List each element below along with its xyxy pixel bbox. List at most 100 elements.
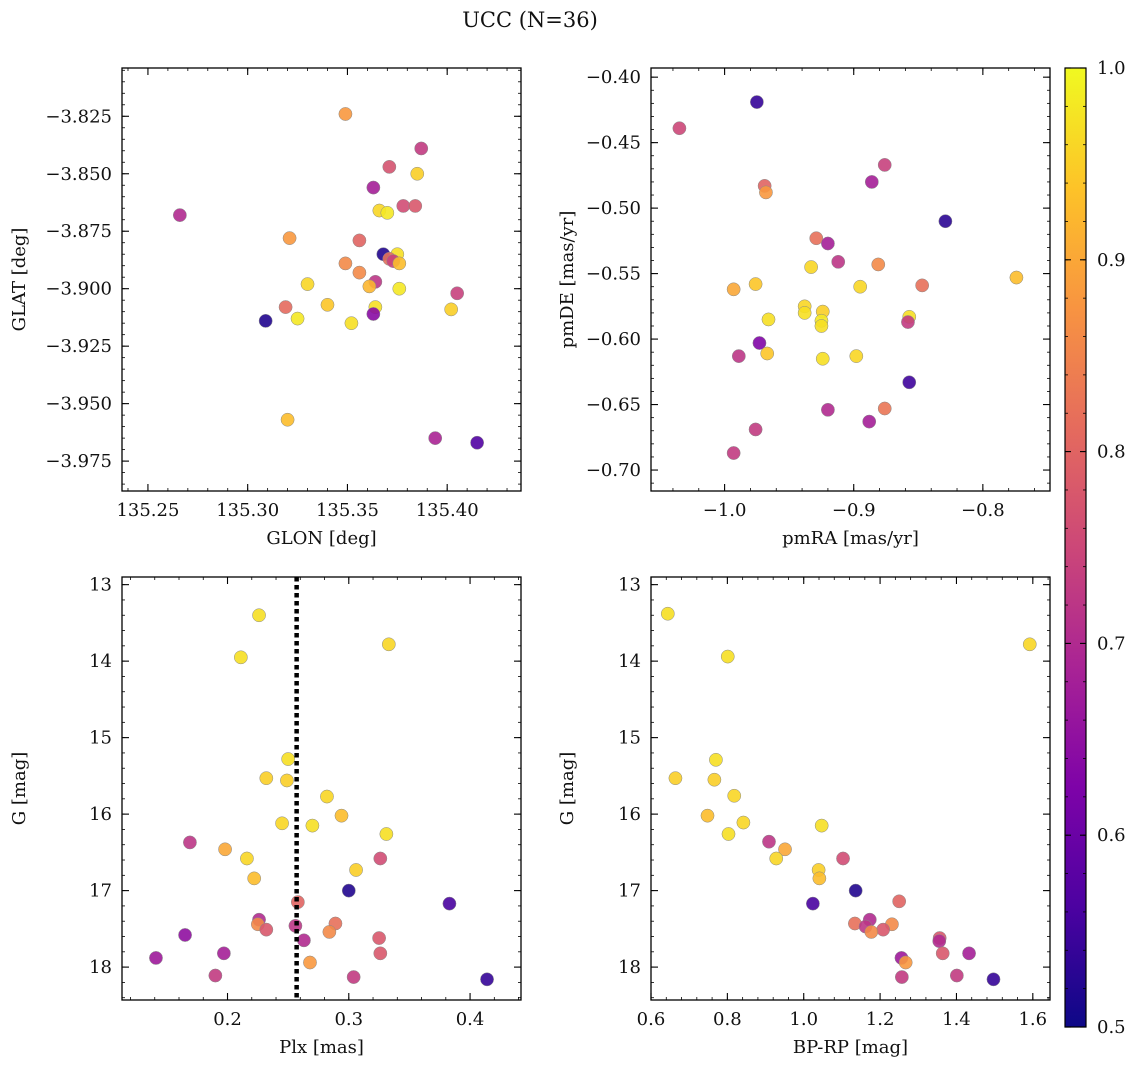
scatter-point: [178, 928, 192, 942]
scatter-point: [234, 650, 248, 665]
scatter-point: [814, 818, 829, 833]
y-tick-label: −0.55: [586, 264, 641, 285]
y-axis-label: GLAT [deg]: [9, 228, 30, 332]
scatter-point: [864, 925, 879, 939]
axes-frame: [121, 67, 522, 492]
scatter-point: [382, 160, 397, 174]
scatter-point: [778, 842, 792, 857]
x-axis-label: GLON [deg]: [266, 528, 376, 549]
scatter-point: [949, 968, 964, 983]
scatter-point: [450, 286, 465, 301]
colorbar-tick-label: 0.7: [1097, 633, 1126, 654]
scatter-point: [814, 319, 829, 333]
scatter-point: [1022, 637, 1037, 652]
y-tick-label: −0.45: [586, 133, 641, 154]
scatter-point: [672, 121, 687, 136]
scatter-point: [871, 257, 886, 272]
scatter-point: [748, 277, 763, 291]
scatter-point: [809, 231, 824, 246]
y-tick-label: 17: [618, 881, 641, 902]
scatter-point: [366, 180, 381, 195]
scatter-point: [300, 277, 315, 291]
scatter-point: [812, 871, 827, 886]
y-tick-label: −3.950: [45, 394, 112, 415]
scatter-point: [797, 306, 812, 320]
scatter-point: [303, 955, 317, 970]
y-tick-label: −3.875: [45, 221, 112, 242]
scatter-point: [344, 316, 359, 331]
scatter-point: [442, 896, 457, 911]
subplots: 135.25 135.30 135.35 135.40 −3.825 −3.850 −3.8…: [9, 67, 1051, 1058]
y-tick-label: 16: [89, 804, 112, 825]
scatter-point: [258, 314, 273, 328]
scatter-point: [877, 401, 892, 416]
scatter-point: [709, 752, 723, 767]
scatter-point: [322, 925, 337, 939]
scatter-point: [428, 431, 443, 445]
y-tick-label: −0.65: [586, 395, 641, 416]
y-tick-label: 15: [618, 728, 641, 749]
x-tick-label: −0.9: [832, 500, 876, 521]
scatter-point: [334, 808, 349, 823]
scatter-point: [240, 851, 254, 866]
x-axis-label: pmRA [mas/yr]: [782, 528, 919, 549]
scatter-point: [727, 788, 742, 803]
scatter-point: [349, 863, 363, 877]
scatter-point: [410, 166, 425, 181]
y-tick-label: −3.900: [45, 279, 112, 300]
scatter-point: [720, 649, 735, 664]
scatter-point: [752, 336, 767, 350]
scatter-point: [408, 199, 423, 213]
y-tick-label: −0.50: [586, 198, 641, 219]
scatter-point: [320, 789, 334, 804]
y-tick-label: 13: [618, 575, 641, 596]
scatter-point: [707, 772, 722, 787]
x-tick-label: 0.6: [637, 1009, 666, 1030]
scatter-point: [470, 435, 484, 450]
scatter-point: [726, 282, 741, 297]
scatter-point: [721, 827, 736, 841]
scatter-point: [396, 199, 411, 213]
scatter-point: [821, 236, 835, 251]
colorbar-frame: [1064, 67, 1087, 1028]
scatter-point: [281, 752, 295, 766]
scatter-point: [208, 968, 223, 983]
scatter-point: [338, 256, 353, 271]
colorbar-tick-label: 0.8: [1097, 442, 1126, 463]
scatter-point: [748, 422, 763, 437]
y-tick-label: 13: [89, 575, 112, 596]
scatter-point: [480, 972, 494, 987]
x-tick-label: 0.3: [334, 1009, 363, 1030]
scatter-point: [338, 107, 353, 121]
scatter-point: [821, 402, 835, 417]
scatter-point: [1009, 270, 1024, 285]
scatter-point: [183, 835, 197, 850]
scatter-point: [877, 158, 892, 172]
scatter-point: [836, 851, 850, 866]
axes-frame: [650, 576, 1051, 1001]
scatter-point: [392, 256, 407, 271]
scatter-point: [297, 933, 311, 948]
y-tick-label: 14: [89, 651, 112, 672]
scatter-point: [853, 279, 868, 294]
y-tick-label: −3.975: [45, 451, 112, 472]
scatter-point: [700, 808, 715, 823]
scatter-point: [341, 883, 356, 898]
x-axis-label: BP-RP [mag]: [793, 1037, 908, 1058]
y-tick-label: −0.60: [586, 329, 641, 350]
scatter-point: [932, 934, 947, 948]
y-tick-label: −0.70: [586, 460, 641, 481]
scatter-point: [876, 922, 890, 937]
scatter-point: [320, 297, 335, 312]
y-tick-label: 18: [618, 957, 641, 978]
scatter-point: [346, 970, 361, 984]
scatter-point: [275, 816, 289, 831]
scatter-point: [247, 871, 262, 886]
colorbar-tick-label: 1.0: [1097, 58, 1126, 79]
scatter-point: [290, 311, 305, 326]
scatter-point: [352, 233, 367, 248]
scatter-point: [935, 946, 950, 961]
scatter-point: [352, 265, 367, 280]
scatter-point: [938, 214, 953, 229]
x-tick-label: 135.30: [216, 500, 279, 521]
